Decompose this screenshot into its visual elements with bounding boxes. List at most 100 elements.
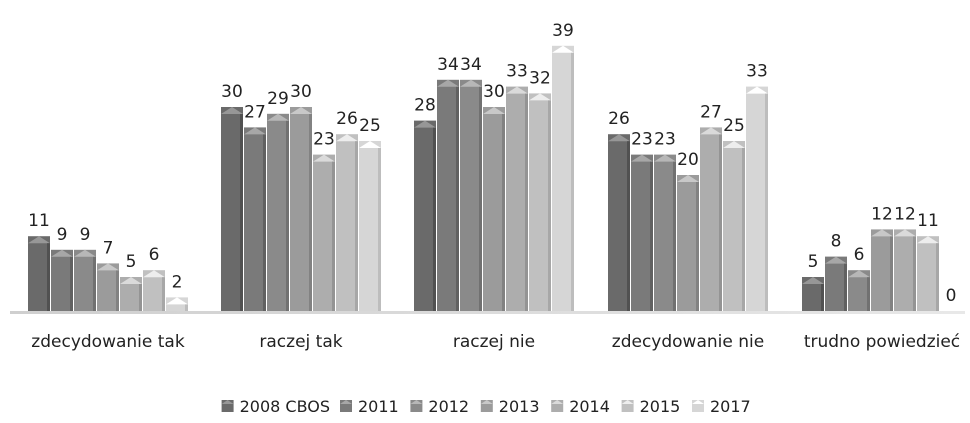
legend-swatch-cap-6 [621, 400, 634, 404]
bar-cap-3-3 [460, 79, 482, 87]
value-label-1-7: 2 [172, 272, 183, 292]
bar-3-1 [414, 120, 436, 311]
legend-swatch-cap-3 [410, 400, 423, 404]
bar-edge-4-2 [650, 161, 653, 311]
baseline [10, 311, 965, 314]
category-label-2: raczej tak [259, 332, 342, 352]
bar-3-6 [529, 93, 551, 312]
legend-swatch-cap-5 [551, 400, 564, 404]
bar-4-1 [608, 134, 630, 311]
bar-cap-3-4 [483, 107, 505, 114]
value-label-3-3: 34 [460, 55, 482, 75]
bar-edge-3-7 [571, 52, 574, 312]
bar-1-5 [120, 277, 142, 311]
bar-3-3 [460, 79, 482, 311]
bar-cap-3-7 [552, 45, 574, 53]
value-label-2-1: 30 [221, 82, 243, 102]
legend-swatch-cap-2 [340, 400, 352, 404]
bar-cap-1-1 [28, 236, 50, 244]
legend: 2008 CBOS 2011 2012 2013 2014 2015 2017 [221, 397, 751, 416]
value-label-2-5: 23 [313, 130, 335, 150]
bar-4-4 [677, 175, 699, 311]
value-label-3-7: 39 [552, 21, 574, 41]
bar-edge-5-2 [844, 263, 847, 311]
bar-1-3 [74, 249, 96, 311]
bar-edge-3-4 [502, 114, 505, 311]
value-label-4-7: 33 [746, 62, 768, 82]
bar-edge-3-5 [525, 93, 528, 311]
bar-cap-5-5 [894, 229, 916, 237]
bar-2-1 [221, 107, 243, 311]
value-label-5-3: 6 [854, 245, 865, 265]
legend-label-5: 2014 [569, 397, 610, 416]
bar-edge-3-6 [548, 100, 551, 312]
value-label-3-5: 33 [506, 62, 528, 82]
bar-2-6 [336, 134, 358, 311]
value-label-1-2: 9 [57, 225, 68, 245]
bar-3-5 [506, 86, 528, 311]
bar-cap-3-6 [529, 93, 551, 101]
bar-edge-1-6 [162, 277, 165, 311]
bar-cap-2-4 [290, 107, 312, 114]
value-label-4-1: 26 [608, 109, 630, 129]
bar-edge-4-1 [627, 141, 630, 311]
value-label-2-6: 26 [336, 109, 358, 129]
value-label-2-7: 25 [359, 116, 381, 136]
bars-layer [28, 45, 939, 312]
bar-cap-1-7 [166, 297, 188, 305]
value-label-4-3: 23 [654, 130, 676, 150]
bar-cap-1-6 [143, 270, 165, 278]
bar-cap-4-6 [723, 141, 745, 148]
legend-label-4: 2013 [499, 397, 540, 416]
legend-label-6: 2015 [640, 397, 681, 416]
bar-cap-5-6 [917, 236, 939, 244]
bar-cap-2-7 [359, 141, 381, 148]
bar-4-3 [654, 154, 676, 311]
value-label-5-7: 0 [946, 286, 957, 306]
value-label-3-6: 32 [529, 68, 551, 88]
bar-4-2 [631, 154, 653, 311]
value-label-5-5: 12 [894, 204, 916, 224]
bar-cap-5-2 [825, 256, 847, 264]
bar-cap-2-3 [267, 113, 289, 121]
bar-4-6 [723, 141, 745, 311]
value-label-2-3: 29 [267, 89, 289, 109]
category-label-3: raczej nie [453, 332, 535, 352]
bar-edge-4-3 [673, 161, 676, 311]
bar-edge-2-1 [240, 114, 243, 311]
category-label-1: zdecydowanie tak [31, 332, 185, 352]
value-label-4-5: 27 [700, 102, 722, 122]
bar-edge-2-5 [332, 161, 335, 311]
bar-edge-3-1 [433, 127, 436, 311]
bar-3-7 [552, 45, 574, 312]
legend-swatch-cap-4 [480, 400, 493, 404]
bar-cap-1-5 [120, 277, 142, 284]
bar-edge-4-7 [765, 93, 768, 311]
value-label-2-4: 30 [290, 82, 312, 102]
bar-edge-5-6 [936, 243, 939, 311]
bar-edge-5-1 [821, 284, 824, 311]
bar-cap-5-1 [802, 277, 824, 284]
value-label-2-2: 27 [244, 102, 266, 122]
bar-edge-1-3 [93, 256, 96, 311]
legend-label-7: 2017 [710, 397, 751, 416]
bar-3-2 [437, 79, 459, 311]
bar-edge-2-2 [263, 134, 266, 311]
category-label-5: trudno powiedzieć [804, 332, 960, 352]
bar-1-6 [143, 270, 165, 311]
category-labels-layer: zdecydowanie tak raczej tak raczej nie zdec… [31, 332, 960, 352]
bar-1-2 [51, 249, 73, 311]
bar-edge-2-6 [355, 141, 358, 311]
legend-label-1: 2008 CBOS [240, 397, 330, 416]
bar-2-7 [359, 141, 381, 311]
bar-cap-3-2 [437, 79, 459, 87]
bar-4-5 [700, 127, 722, 312]
value-label-4-4: 20 [677, 150, 699, 170]
bar-edge-5-4 [890, 236, 893, 311]
bar-edge-3-3 [479, 86, 482, 311]
value-label-1-4: 7 [103, 238, 114, 258]
value-label-3-1: 28 [414, 96, 436, 116]
